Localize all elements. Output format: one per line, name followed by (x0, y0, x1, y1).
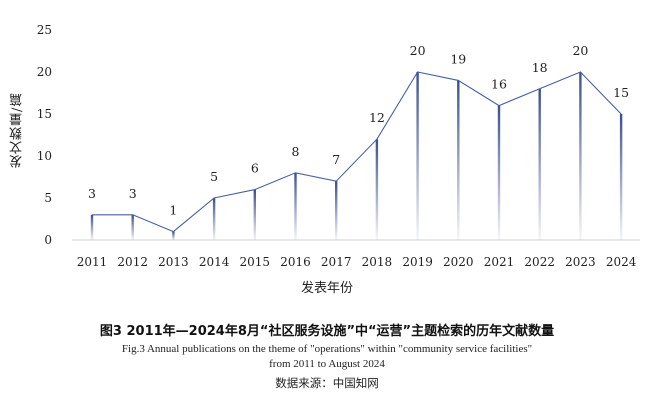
data-source: 数据来源：中国知网 (275, 376, 379, 390)
figure-caption-en: Fig.3 Annual publications on the theme o… (60, 342, 594, 372)
data-label: 1 (169, 203, 177, 218)
data-label: 3 (129, 186, 137, 201)
data-label: 3 (88, 186, 96, 201)
drop-bar (375, 139, 379, 240)
data-label: 18 (532, 60, 548, 75)
x-tick-label: 2022 (524, 255, 555, 269)
x-tick-label: 2016 (280, 255, 311, 269)
caption-en-line-2: from 2011 to August 2024 (269, 358, 385, 370)
data-label: 6 (251, 161, 259, 176)
y-tick-label: 25 (37, 23, 52, 37)
drop-bar (497, 105, 501, 240)
series-marks (90, 71, 623, 241)
x-tick-label: 2011 (77, 255, 108, 269)
data-label: 15 (613, 85, 629, 100)
drop-bar (172, 231, 175, 240)
data-label: 20 (410, 43, 426, 58)
y-tick-label: 10 (37, 149, 52, 163)
drop-bar (212, 198, 216, 240)
y-axis-label: 发文数量/篇 (10, 92, 25, 168)
y-tick-label: 5 (44, 191, 52, 205)
drop-bar (619, 114, 623, 240)
x-tick-label: 2021 (484, 255, 515, 269)
data-label: 12 (369, 110, 385, 125)
x-tick-label: 2018 (362, 255, 393, 269)
drop-bar (335, 181, 338, 240)
x-tick-label: 2019 (402, 255, 433, 269)
drop-bar (90, 214, 94, 240)
x-tick-label: 2013 (158, 255, 189, 269)
data-label: 7 (332, 152, 340, 167)
drop-bar (131, 214, 134, 240)
drop-bar (253, 189, 256, 240)
data-label: 16 (491, 77, 507, 92)
x-tick-label: 2024 (606, 255, 637, 269)
data-label: 8 (292, 144, 300, 159)
data-label: 20 (572, 43, 588, 58)
drop-bar (416, 72, 419, 240)
data-label: 5 (210, 169, 218, 184)
figure-caption-cn: 图3 2011年—2024年8月“社区服务设施”中“运营”主题检索的历年文献数量 (99, 324, 555, 339)
drop-bar (579, 72, 582, 240)
x-tick-label: 2015 (240, 255, 271, 269)
series-line (92, 71, 622, 233)
caption-en-line-1: Fig.3 Annual publications on the theme o… (121, 343, 533, 355)
x-tick-label: 2017 (321, 255, 352, 269)
drop-bar (294, 172, 297, 240)
y-tick-label: 0 (44, 233, 52, 247)
drop-bar (538, 88, 541, 240)
x-tick-label: 2020 (443, 255, 474, 269)
x-axis-label: 发表年份 (300, 281, 353, 296)
x-tick-label: 2012 (117, 255, 148, 269)
y-tick-label: 20 (37, 65, 52, 79)
x-tick-label: 2023 (565, 255, 596, 269)
drop-bar (457, 80, 460, 241)
y-tick-label: 15 (37, 107, 52, 121)
x-tick-label: 2014 (199, 255, 230, 269)
data-label: 19 (450, 51, 466, 66)
